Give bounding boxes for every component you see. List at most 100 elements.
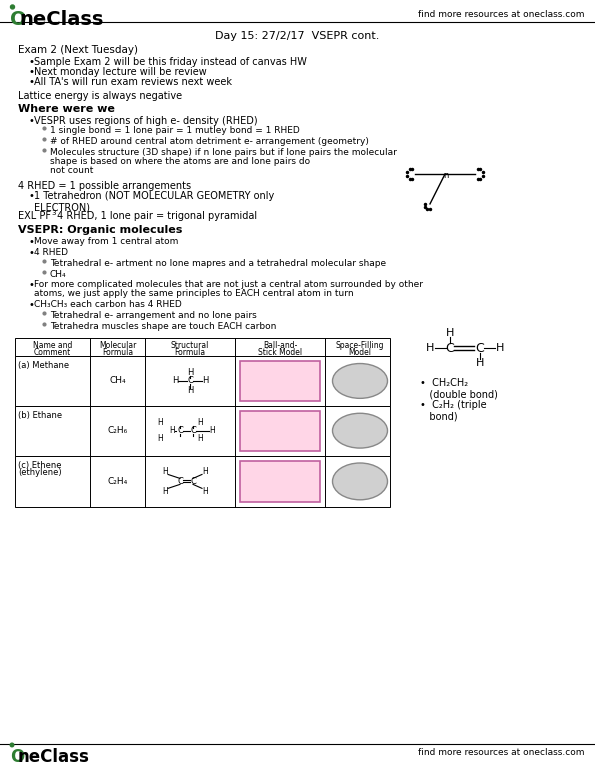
Text: •: •	[28, 76, 34, 86]
Text: Lattice energy is always negative: Lattice energy is always negative	[18, 91, 182, 101]
Text: Formula: Formula	[174, 348, 205, 357]
Text: 3: 3	[51, 210, 55, 216]
Text: Model: Model	[349, 348, 371, 357]
Text: neClass: neClass	[18, 748, 90, 766]
Text: 4 RHED: 4 RHED	[34, 248, 68, 256]
Text: not count: not count	[50, 166, 93, 175]
Text: H: H	[157, 418, 163, 427]
Text: H: H	[209, 426, 215, 435]
Text: Tetrahedra muscles shape are touch EACH carbon: Tetrahedra muscles shape are touch EACH …	[50, 323, 276, 331]
Text: O: O	[10, 10, 27, 29]
Text: •: •	[28, 116, 34, 126]
Text: Molecules structure (3D shape) if n lone pairs but if lone pairs the molecular: Molecules structure (3D shape) if n lone…	[50, 148, 397, 157]
Bar	[240, 460, 320, 502]
Text: find more resources at oneclass.com: find more resources at oneclass.com	[418, 748, 585, 757]
Text: H: H	[172, 377, 178, 386]
Text: H: H	[169, 426, 175, 435]
Text: Where were we: Where were we	[18, 105, 115, 115]
Ellipse shape	[333, 463, 387, 500]
Text: Name and: Name and	[33, 341, 72, 350]
Text: All TA's will run exam reviews next week: All TA's will run exam reviews next week	[34, 76, 232, 86]
Text: C: C	[187, 377, 193, 386]
Bar	[15, 406, 390, 456]
Text: •  C₂H₂ (triple
   bond): • C₂H₂ (triple bond)	[420, 400, 487, 421]
Text: atoms, we just apply the same principles to EACH central atom in turn: atoms, we just apply the same principles…	[34, 290, 353, 299]
Text: •  CH₂CH₂
   (double bond): • CH₂CH₂ (double bond)	[420, 378, 498, 400]
Text: neClass: neClass	[19, 10, 104, 29]
Ellipse shape	[333, 413, 387, 448]
Bar	[15, 356, 390, 406]
Text: CH₃CH₃ each carbon has 4 RHED: CH₃CH₃ each carbon has 4 RHED	[34, 300, 181, 310]
Ellipse shape	[333, 363, 387, 398]
Text: Sample Exam 2 will be this friday instead of canvas HW: Sample Exam 2 will be this friday instea…	[34, 57, 307, 67]
Text: H: H	[202, 487, 208, 496]
Text: •: •	[28, 300, 34, 310]
Text: CH₄: CH₄	[109, 377, 126, 386]
Text: Stick Model: Stick Model	[258, 348, 302, 357]
Text: H: H	[157, 434, 163, 443]
Text: C: C	[475, 342, 484, 355]
Text: 1 Tetrahedron (NOT MOLECULAR GEOMETRY only
ELECTRON): 1 Tetrahedron (NOT MOLECULAR GEOMETRY on…	[34, 191, 274, 213]
Text: Move away from 1 central atom: Move away from 1 central atom	[34, 236, 178, 246]
Text: Day 15: 27/2/17  VSEPR cont.: Day 15: 27/2/17 VSEPR cont.	[215, 31, 379, 41]
Text: H: H	[426, 343, 434, 353]
Text: C: C	[177, 426, 183, 435]
Text: C₂H₆: C₂H₆	[107, 426, 127, 435]
Text: Formula: Formula	[102, 348, 133, 357]
Text: Exam 2 (Next Tuesday): Exam 2 (Next Tuesday)	[18, 45, 138, 55]
Text: H: H	[162, 467, 168, 476]
Text: H: H	[162, 487, 168, 496]
Text: C: C	[190, 426, 196, 435]
Text: VESPR uses regions of high e- density (RHED): VESPR uses regions of high e- density (R…	[34, 116, 258, 126]
Text: H: H	[197, 434, 203, 443]
Text: •: •	[28, 236, 34, 246]
Bar	[15, 456, 390, 507]
Text: (ethylene): (ethylene)	[18, 468, 62, 477]
Text: For more complicated molecules that are not just a central atom surrounded by ot: For more complicated molecules that are …	[34, 280, 423, 290]
Text: H: H	[446, 328, 454, 338]
Bar	[15, 338, 390, 356]
Text: Molecular: Molecular	[99, 341, 136, 350]
Text: C: C	[446, 342, 455, 355]
Text: •: •	[28, 57, 34, 67]
Text: # of RHED around central atom detriment e- arrangement (geometry): # of RHED around central atom detriment …	[50, 137, 369, 146]
Text: Tetrahedral e- artment no lone mapres and a tetrahedral molecular shape: Tetrahedral e- artment no lone mapres an…	[50, 259, 386, 268]
Text: C₂H₄: C₂H₄	[107, 477, 127, 486]
Text: H: H	[476, 358, 484, 368]
Text: •: •	[28, 248, 34, 258]
Text: H: H	[202, 377, 208, 386]
Text: shape is based on where the atoms are and lone pairs do: shape is based on where the atoms are an…	[50, 157, 310, 166]
Circle shape	[11, 5, 14, 9]
Text: 1 single bond = 1 lone pair = 1 mutley bond = 1 RHED: 1 single bond = 1 lone pair = 1 mutley b…	[50, 126, 300, 136]
Text: •: •	[28, 191, 34, 201]
Text: EXL PF: EXL PF	[18, 211, 51, 221]
Text: H: H	[496, 343, 504, 353]
Text: Next monday lecture will be review: Next monday lecture will be review	[34, 67, 206, 77]
Text: 4 RHED, 1 lone pair = trigonal pyramidal: 4 RHED, 1 lone pair = trigonal pyramidal	[54, 211, 257, 221]
Text: Comment: Comment	[34, 348, 71, 357]
Text: H: H	[197, 418, 203, 427]
Text: (a) Methane: (a) Methane	[18, 361, 69, 370]
Bar	[240, 410, 320, 450]
Bar	[240, 361, 320, 401]
Text: (b) Ethane: (b) Ethane	[18, 410, 62, 420]
Circle shape	[10, 743, 14, 747]
Text: H: H	[187, 387, 193, 395]
Text: Tetrahedral e- arrangement and no lone pairs: Tetrahedral e- arrangement and no lone p…	[50, 311, 257, 320]
Text: VSEPR: Organic molecules: VSEPR: Organic molecules	[18, 225, 183, 235]
Text: Space-Filling: Space-Filling	[336, 341, 384, 350]
Text: (c) Ethene: (c) Ethene	[18, 460, 61, 470]
Text: •: •	[28, 280, 34, 290]
Text: O: O	[10, 748, 24, 766]
Text: C: C	[190, 477, 196, 486]
Text: Ball-and-: Ball-and-	[263, 341, 297, 350]
Text: H: H	[202, 467, 208, 476]
Text: CH₄: CH₄	[50, 270, 67, 279]
Text: n: n	[443, 171, 449, 180]
Text: 4 RHED = 1 possible arrangements: 4 RHED = 1 possible arrangements	[18, 181, 191, 191]
Text: C: C	[177, 477, 183, 486]
Text: •: •	[28, 67, 34, 77]
Text: H: H	[187, 369, 193, 377]
Text: Structural: Structural	[171, 341, 209, 350]
Text: find more resources at oneclass.com: find more resources at oneclass.com	[418, 10, 585, 19]
